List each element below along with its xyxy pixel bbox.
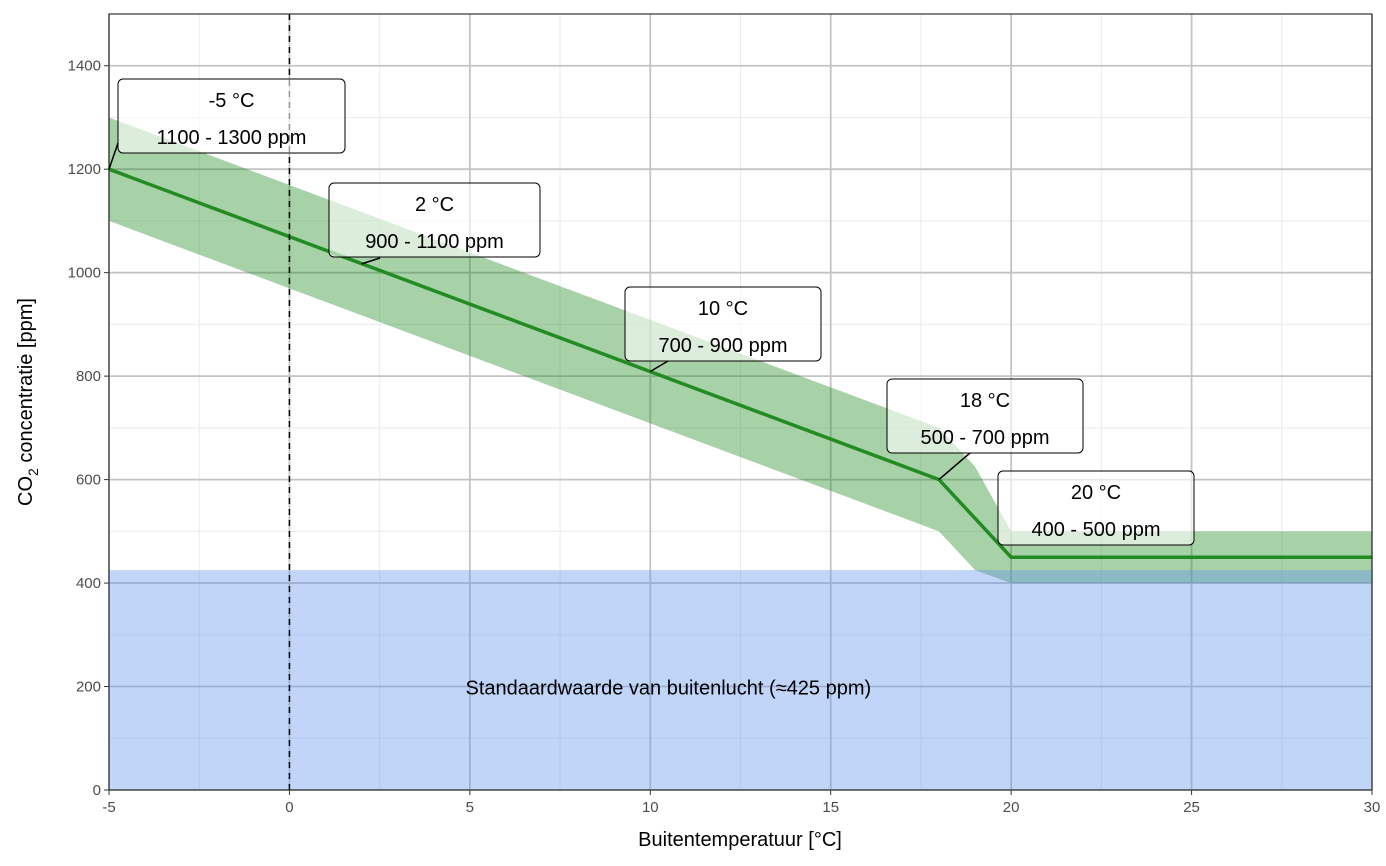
y-tick-label: 0	[93, 782, 101, 799]
annotation-box	[328, 182, 541, 258]
annotation-box	[624, 286, 822, 362]
outdoor-air-area	[109, 570, 1372, 790]
annotation-range: 700 - 900 ppm	[659, 335, 788, 357]
y-tick-label: 1000	[68, 265, 101, 282]
panel-border	[108, 13, 1373, 791]
annotation-leader	[108, 142, 119, 170]
y-tick-label: 800	[76, 368, 101, 385]
annotation-leader	[361, 257, 381, 265]
annotation-temperature: -5 °C	[209, 90, 255, 112]
y-tick-label: 600	[76, 472, 101, 489]
marks: Standaardwaarde van buitenlucht (≈425 pp…	[108, 14, 1372, 790]
x-tick-label: 25	[1183, 799, 1200, 816]
y-tick-label: 200	[76, 679, 101, 696]
x-tick-label: 15	[822, 799, 839, 816]
y-axis-title: CO2 concentratie [ppm]	[15, 298, 41, 506]
x-axis-title: Buitentemperatuur [°C]	[638, 829, 842, 851]
co2-target-line	[108, 167, 1372, 559]
annotation-range: 900 - 1100 ppm	[365, 231, 504, 253]
outdoor-air-label: Standaardwaarde van buitenlucht (≈425 pp…	[465, 678, 871, 700]
x-tick-label: 20	[1003, 799, 1020, 816]
annotations: -5 °C 1100 - 1300 ppm 2 °C 900 - 1100 ppm 10…	[108, 78, 1195, 546]
annotation-box	[886, 378, 1084, 454]
annotation-leader	[938, 452, 971, 481]
co2-range-band	[109, 117, 1372, 584]
annotation-box	[997, 470, 1195, 546]
annotation-temperature: 10 °C	[698, 298, 748, 320]
x-tick-label: 5	[466, 799, 474, 816]
annotation-temperature: 2 °C	[415, 194, 454, 216]
annotation-range: 400 - 500 ppm	[1032, 519, 1161, 541]
x-tick-label: 0	[285, 799, 293, 816]
annotation-leader	[649, 360, 669, 373]
y-tick-label: 1400	[68, 58, 101, 75]
annotation-temperature: 18 °C	[960, 390, 1010, 412]
annotation-box	[117, 78, 346, 154]
y-tick-label: 400	[76, 575, 101, 592]
x-tick-label: 10	[642, 799, 659, 816]
y-tick-label: 1200	[68, 161, 101, 178]
annotation-range: 500 - 700 ppm	[921, 427, 1050, 449]
x-tick-label: -5	[102, 799, 115, 816]
annotation-range: 1100 - 1300 ppm	[157, 127, 307, 149]
x-tick-label: 30	[1364, 799, 1381, 816]
annotation-temperature: 20 °C	[1071, 482, 1121, 504]
